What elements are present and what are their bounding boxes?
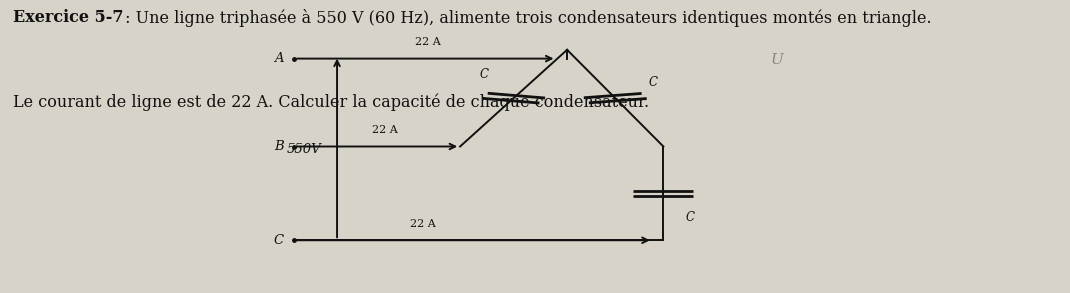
Text: B: B <box>274 140 284 153</box>
Text: U: U <box>770 53 783 67</box>
Text: 550V: 550V <box>287 143 321 156</box>
Text: 22 A: 22 A <box>372 125 398 135</box>
Text: Exercice 5-7: Exercice 5-7 <box>13 9 123 26</box>
Text: C: C <box>479 68 488 81</box>
Text: 22 A: 22 A <box>415 37 441 47</box>
Text: C: C <box>274 234 284 247</box>
Text: Le courant de ligne est de 22 A. Calculer la capacité de chaque condensateur.: Le courant de ligne est de 22 A. Calcule… <box>13 94 649 111</box>
Text: A: A <box>274 52 284 65</box>
Text: 22 A: 22 A <box>410 219 435 229</box>
Text: : Une ligne triphasée à 550 V (60 Hz), alimente trois condensateurs identiques m: : Une ligne triphasée à 550 V (60 Hz), a… <box>120 9 932 27</box>
Text: C: C <box>648 76 657 89</box>
Text: C: C <box>686 211 694 224</box>
